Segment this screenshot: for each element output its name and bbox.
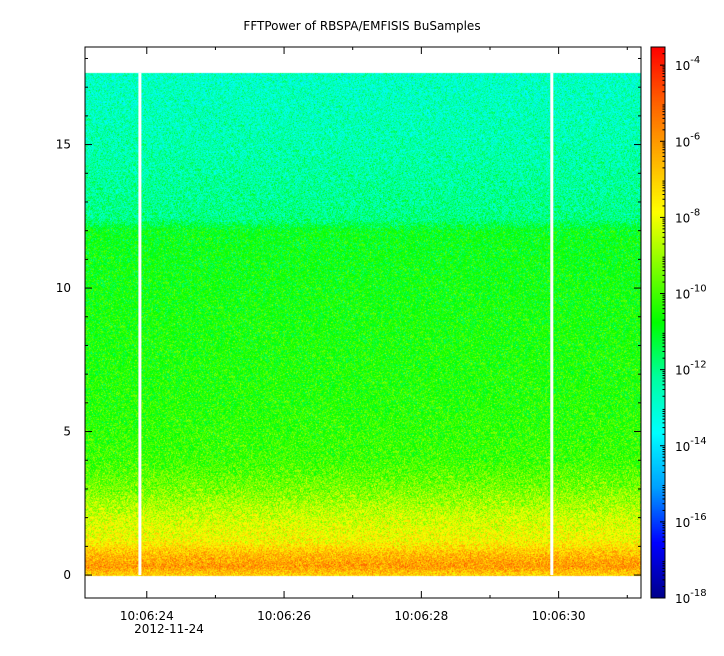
colorbar-frame	[650, 46, 666, 599]
colorbar: 10-18 10-16 10-14 10-12 10-10 10-8 10-6 10-4	[650, 46, 707, 606]
spectrogram-image	[85, 47, 641, 598]
y-tick-label: 10	[56, 281, 71, 295]
x-tick-label: 10:06:28	[394, 609, 448, 623]
colorbar-tick-label: 10-4	[675, 55, 700, 73]
x-tick-label: 10:06:24	[120, 609, 174, 623]
colorbar-tick-label: 10-18	[675, 588, 707, 606]
colorbar-tick-label: 10-8	[675, 207, 700, 225]
plot-frame	[84, 46, 642, 599]
y-axis: 0 5 10 15	[56, 57, 641, 582]
x-date-label: 2012-11-24	[134, 622, 204, 636]
x-axis: 10:06:24 10:06:26 10:06:28 10:06:30	[120, 47, 628, 623]
colorbar-ticks: 10-18 10-16 10-14 10-12 10-10 10-8 10-6 10-4	[660, 46, 707, 606]
chart-title: FFTPower of RBSPA/EMFISIS BuSamples	[243, 19, 480, 33]
data-gap-0	[138, 72, 142, 576]
spectrogram-plot	[84, 46, 642, 599]
colorbar-tick-label: 10-12	[675, 360, 707, 378]
x-tick-label: 10:06:26	[257, 609, 311, 623]
colorbar-tick-label: 10-16	[675, 512, 707, 530]
x-tick-label: 10:06:30	[532, 609, 586, 623]
data-gap-1	[550, 72, 554, 576]
y-tick-label: 5	[63, 425, 71, 439]
data-gaps	[138, 72, 554, 576]
y-tick-label: 15	[56, 138, 71, 152]
colorbar-tick-label: 10-6	[675, 131, 700, 149]
y-tick-label: 0	[63, 568, 71, 582]
colorbar-gradient	[651, 47, 665, 598]
colorbar-tick-label: 10-14	[675, 436, 707, 454]
colorbar-tick-label: 10-10	[675, 284, 707, 302]
